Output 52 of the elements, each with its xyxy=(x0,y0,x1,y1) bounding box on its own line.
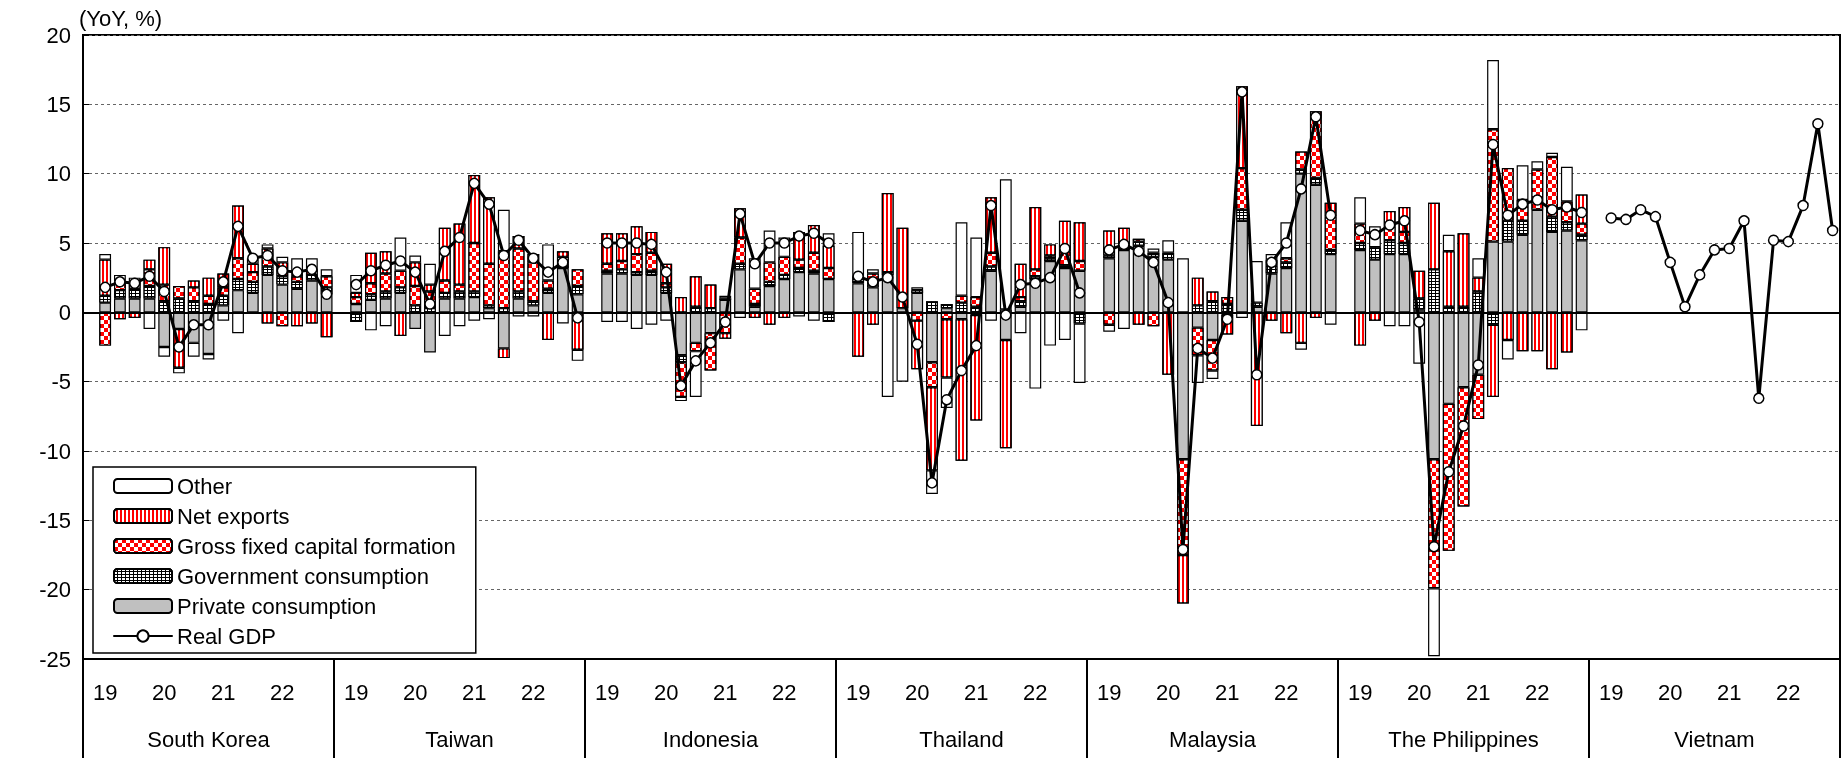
x-tick-label: 19 xyxy=(1347,679,1373,705)
legend-label: Net exports xyxy=(177,503,290,529)
y-tick-label: -5 xyxy=(51,369,71,395)
legend-label: Government consumption xyxy=(177,563,429,589)
x-tick-label: 21 xyxy=(462,679,487,705)
x-tick-label: 22 xyxy=(270,679,295,705)
x-tick-label: 19 xyxy=(845,679,871,705)
x-tick-label: 22 xyxy=(1274,679,1299,705)
x-tick-label: 22 xyxy=(521,679,546,705)
x-tick-label: 20 xyxy=(402,679,428,705)
x-tick-label: 20 xyxy=(1657,679,1683,705)
y-tick-label: 15 xyxy=(46,91,71,117)
y-axis-title: (YoY, %) xyxy=(79,5,163,31)
x-tick-label: 19 xyxy=(594,679,620,705)
x-tick-label: 22 xyxy=(1023,679,1048,705)
x-tick-label: 21 xyxy=(211,679,236,705)
y-tick-label: 0 xyxy=(58,299,71,325)
x-tick-label: 19 xyxy=(1096,679,1122,705)
legend-label: Other xyxy=(177,473,233,499)
x-tick-label: 21 xyxy=(1717,679,1742,705)
text: The Philippines xyxy=(1388,726,1539,752)
x-tick-label: 22 xyxy=(1776,679,1801,705)
text: Vietnam xyxy=(1674,726,1755,752)
x-tick-label: 20 xyxy=(151,679,177,705)
y-tick-label: 10 xyxy=(46,161,71,187)
x-tick-label: 21 xyxy=(964,679,989,705)
x-tick-label: 19 xyxy=(343,679,369,705)
y-tick-label: -15 xyxy=(39,507,71,533)
x-tick-label: 21 xyxy=(713,679,738,705)
text: Taiwan xyxy=(425,726,494,752)
x-tick-label: 22 xyxy=(1525,679,1550,705)
text: South Korea xyxy=(147,726,271,752)
x-tick-label: 20 xyxy=(653,679,679,705)
text: Malaysia xyxy=(1169,726,1257,752)
text: Indonesia xyxy=(662,726,759,752)
legend-label: Gross fixed capital formation xyxy=(177,533,456,559)
x-tick-label: 21 xyxy=(1466,679,1491,705)
x-tick-label: 21 xyxy=(1215,679,1240,705)
x-tick-label: 22 xyxy=(772,679,797,705)
x-tick-label: 20 xyxy=(904,679,930,705)
legend-label: Private consumption xyxy=(177,593,377,619)
y-tick-label: -25 xyxy=(39,646,71,672)
y-tick-label: -10 xyxy=(39,438,71,464)
y-tick-label: 20 xyxy=(46,22,71,48)
text: Thailand xyxy=(919,726,1004,752)
y-tick-label: 5 xyxy=(58,230,71,256)
legend-label: Real GDP xyxy=(177,623,277,649)
x-tick-label: 19 xyxy=(92,679,118,705)
x-tick-label: 20 xyxy=(1406,679,1432,705)
y-tick-label: -20 xyxy=(39,577,71,603)
x-tick-label: 20 xyxy=(1155,679,1181,705)
x-tick-label: 19 xyxy=(1598,679,1624,705)
